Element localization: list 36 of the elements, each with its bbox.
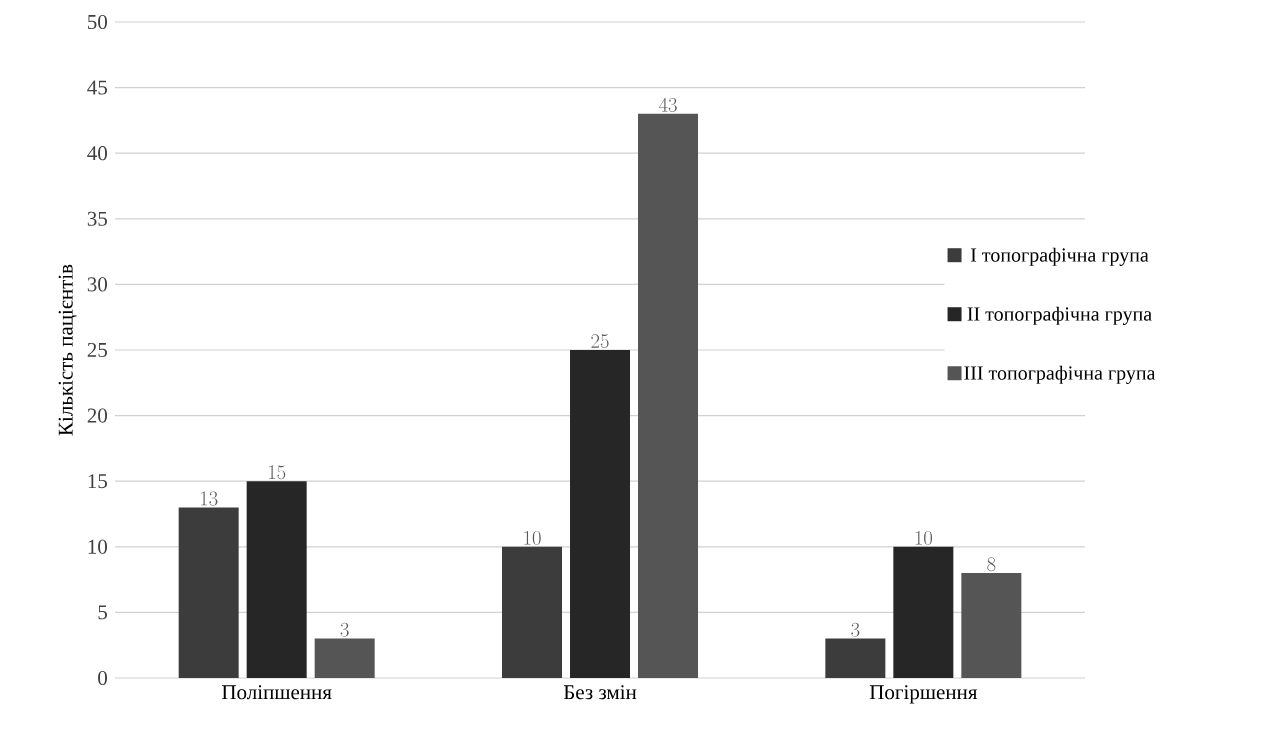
- y-tick-label: 15: [88, 474, 107, 489]
- data-label: 10: [915, 530, 932, 545]
- y-tick-label: 0: [98, 670, 108, 686]
- bar: [246, 481, 307, 678]
- y-tick-label: 45: [87, 80, 107, 95]
- bar: [893, 546, 954, 678]
- bar: [502, 546, 563, 678]
- data-label: 25: [591, 334, 609, 349]
- bar: [314, 638, 375, 678]
- y-tick-label: 20: [87, 408, 108, 423]
- bar: [178, 507, 239, 678]
- bar: [961, 573, 1022, 678]
- bar: [570, 349, 631, 678]
- data-label: 3: [851, 622, 860, 637]
- y-tick-label: 50: [88, 14, 108, 30]
- legend-label: III топографічна група: [964, 365, 1156, 384]
- y-tick-label: 30: [87, 277, 108, 292]
- data-label: 10: [524, 530, 541, 545]
- y-tick-label: 35: [87, 211, 107, 226]
- y-tick-label: 5: [98, 605, 107, 620]
- x-tick-label: Поліпшення: [222, 685, 332, 700]
- data-label: 8: [987, 557, 996, 572]
- data-label: 43: [658, 97, 677, 112]
- bar: [638, 113, 699, 678]
- bar: [825, 638, 886, 678]
- y-axis-title: Кількість пацієнтів: [58, 264, 77, 436]
- data-label: 3: [340, 622, 349, 637]
- x-tick-label: Погіршення: [869, 685, 978, 704]
- data-label: 13: [201, 491, 218, 506]
- y-tick-label: 10: [88, 539, 108, 554]
- data-label: 15: [269, 465, 286, 480]
- x-tick-label: Без змін: [563, 685, 637, 700]
- legend-label: II топографічна група: [967, 306, 1152, 325]
- legend-label: I топографічна група: [970, 247, 1149, 266]
- y-tick-label: 25: [87, 342, 107, 358]
- y-tick-label: 40: [87, 146, 108, 161]
